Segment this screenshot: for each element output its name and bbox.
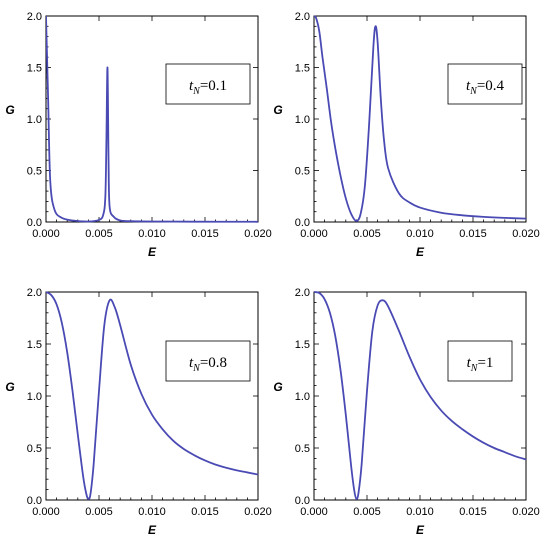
- y-tick-label: 2.0: [27, 11, 42, 23]
- chart-panel-top-left: 0.000 0.005 0.010 0.015 0.020 0.0 0.5 1.0 1.5 2.0…: [5, 11, 271, 259]
- legend-box: [165, 63, 251, 105]
- x-tick-label: 0.015: [191, 506, 219, 518]
- x-tick-label: 0.020: [512, 506, 540, 518]
- y-axis-label: G: [273, 103, 282, 117]
- x-tick-label: 0.005: [85, 228, 113, 240]
- y-axis-label: G: [273, 380, 282, 394]
- legend-value: =0.1: [200, 78, 227, 94]
- legend: tN=0.8: [165, 340, 251, 382]
- series-line: [46, 291, 258, 500]
- y-tick-label: 2.0: [295, 287, 310, 299]
- chart-panel-bottom-left: 0.000 0.005 0.010 0.015 0.020 0.0 0.5 1.0 1.5 2.0…: [5, 287, 271, 537]
- y-axis-label: G: [5, 380, 14, 394]
- y-tick-label: 0.0: [27, 217, 42, 229]
- legend: tN=0.1: [165, 63, 251, 105]
- x-tick-label: 0.010: [138, 506, 166, 518]
- x-tick-label: 0.015: [459, 506, 487, 518]
- x-tick-label: 0.005: [353, 506, 381, 518]
- legend-value: =1: [477, 355, 493, 371]
- legend-sub: N: [192, 363, 201, 374]
- x-tick-label: 0.020: [244, 228, 272, 240]
- x-tick-label: 0.020: [244, 506, 272, 518]
- y-tick-label: 2.0: [27, 287, 42, 299]
- x-tick-label: 0.005: [85, 506, 113, 518]
- y-tick-label: 2.0: [295, 11, 310, 23]
- y-tick-label: 0.5: [27, 443, 42, 455]
- x-tick-label: 0.010: [138, 228, 166, 240]
- series-line: [314, 291, 526, 500]
- x-axis-label: E: [148, 245, 157, 259]
- y-tick-label: 0.5: [295, 443, 310, 455]
- x-axis-label: E: [416, 523, 425, 537]
- plot-frame: [45, 15, 259, 223]
- x-tick-label: 0.010: [406, 506, 434, 518]
- series-line: [314, 15, 526, 222]
- legend-var: t: [189, 78, 194, 94]
- y-tick-label: 0.0: [295, 495, 310, 507]
- chart-panel-bottom-right: 0.000 0.005 0.010 0.015 0.020 0.0 0.5 1.0 1.5 2.0…: [273, 287, 539, 537]
- plot-frame: [45, 291, 259, 501]
- y-tick-label: 0.0: [27, 495, 42, 507]
- x-tick-label: 0.015: [191, 228, 219, 240]
- y-tick-label: 1.0: [295, 114, 310, 126]
- x-tick-label: 0.010: [406, 228, 434, 240]
- y-tick-label: 1.5: [295, 63, 310, 75]
- legend-sub: N: [469, 86, 478, 97]
- x-tick-label: 0.015: [459, 228, 487, 240]
- legend: tN=1: [447, 340, 513, 382]
- legend-var: t: [189, 355, 194, 371]
- legend-label: tN=0.8: [189, 355, 227, 374]
- x-tick-label: 0.000: [300, 228, 328, 240]
- y-tick-label: 1.5: [27, 63, 42, 75]
- legend-label: tN=0.4: [466, 78, 505, 97]
- y-tick-label: 0.0: [295, 217, 310, 229]
- y-tick-label: 1.0: [27, 391, 42, 403]
- legend-sub: N: [470, 363, 479, 374]
- legend-box: [447, 340, 513, 382]
- legend-var: t: [467, 355, 472, 371]
- legend-box: [447, 63, 523, 105]
- x-tick-label: 0.000: [32, 506, 60, 518]
- legend-sub: N: [192, 86, 201, 97]
- y-tick-label: 1.5: [27, 339, 42, 351]
- legend-label: tN=1: [467, 355, 494, 374]
- legend-value: =0.8: [200, 355, 227, 371]
- x-tick-label: 0.000: [300, 506, 328, 518]
- plot-frame: [313, 15, 527, 223]
- legend-value: =0.4: [477, 78, 505, 94]
- x-axis-label: E: [148, 523, 157, 537]
- x-tick-label: 0.005: [353, 228, 381, 240]
- legend-var: t: [466, 78, 471, 94]
- y-tick-label: 1.0: [295, 391, 310, 403]
- legend-label: tN=0.1: [189, 78, 227, 97]
- x-tick-label: 0.000: [32, 228, 60, 240]
- legend-box: [165, 340, 251, 382]
- x-axis-label: E: [416, 245, 425, 259]
- y-axis-label: G: [5, 103, 14, 117]
- plot-frame: [313, 291, 527, 501]
- legend: tN=0.4: [447, 63, 523, 105]
- y-tick-label: 0.5: [295, 166, 310, 178]
- y-tick-label: 0.5: [27, 166, 42, 178]
- x-tick-label: 0.020: [512, 228, 540, 240]
- series-line: [46, 15, 258, 223]
- y-tick-label: 1.5: [295, 339, 310, 351]
- chart-panel-top-right: 0.000 0.005 0.010 0.015 0.020 0.0 0.5 1.0 1.5 2.0…: [273, 11, 539, 259]
- y-tick-label: 1.0: [27, 114, 42, 126]
